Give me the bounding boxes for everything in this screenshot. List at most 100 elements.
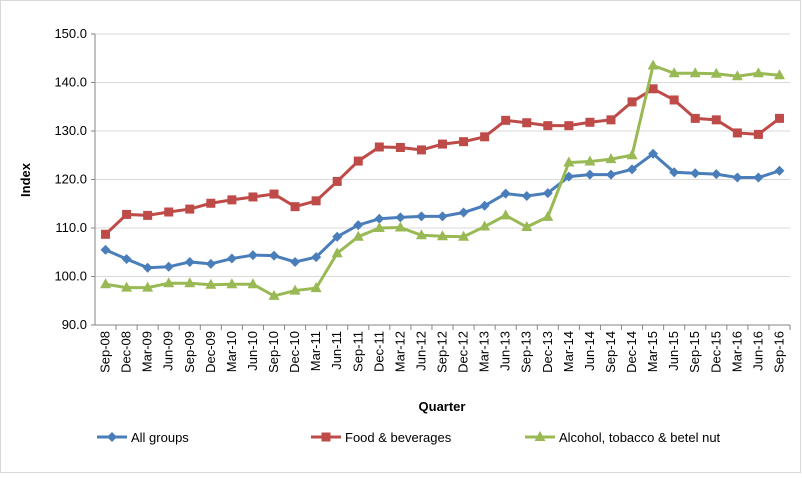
legend-label: Food & beverages [345, 430, 452, 445]
data-point [711, 169, 722, 180]
x-tick-label: Jun-12 [413, 331, 428, 371]
data-point [479, 220, 491, 231]
data-point [332, 231, 343, 242]
data-point [668, 67, 680, 78]
x-tick-label: Jun-10 [245, 331, 260, 371]
data-point [752, 67, 764, 78]
data-point [163, 261, 174, 272]
x-tick-label: Mar-09 [140, 331, 155, 372]
data-point [205, 258, 216, 269]
x-tick-label: Mar-13 [477, 331, 492, 372]
data-point [689, 67, 701, 78]
data-point [352, 230, 364, 241]
data-point [627, 164, 638, 175]
legend-marker [534, 431, 546, 441]
data-point [584, 169, 595, 180]
data-point [648, 148, 659, 159]
data-point [437, 230, 448, 241]
data-point [585, 117, 595, 127]
data-point [753, 172, 764, 183]
data-point [479, 200, 490, 211]
data-point [774, 113, 784, 123]
data-point [753, 129, 763, 139]
data-point [143, 210, 153, 220]
x-tick-label: Jun-11 [329, 331, 344, 370]
x-tick-label: Sep-13 [519, 331, 534, 373]
x-tick-label: Sep-14 [603, 331, 618, 373]
data-point [521, 221, 533, 232]
legend-marker [321, 432, 331, 442]
data-point [438, 139, 447, 149]
data-point [522, 118, 532, 128]
data-point [690, 113, 700, 123]
data-point [248, 192, 258, 202]
y-axis-title: Index [18, 162, 33, 197]
data-point [501, 115, 511, 125]
x-tick-label: Dec-14 [624, 331, 639, 373]
x-tick-label: Dec-10 [287, 331, 302, 373]
data-point [732, 172, 743, 183]
data-point [774, 165, 785, 176]
x-tick-label: Mar-12 [392, 331, 407, 372]
x-tick-label: Dec-08 [119, 331, 134, 373]
data-point [711, 115, 721, 125]
data-point [247, 278, 259, 289]
data-point [353, 156, 363, 166]
y-tick-label: 120.0 [54, 172, 87, 187]
x-tick-label: Mar-14 [561, 331, 576, 372]
data-point [100, 244, 111, 255]
x-tick-label: Jun-16 [750, 331, 765, 371]
data-point [773, 69, 785, 80]
data-point [142, 262, 153, 273]
data-point [669, 95, 679, 105]
y-tick-label: 150.0 [54, 26, 87, 41]
data-point [101, 229, 111, 239]
data-point [647, 59, 659, 70]
x-tick-label: Mar-16 [729, 331, 744, 372]
data-point [459, 137, 469, 147]
y-tick-label: 110.0 [55, 220, 87, 235]
x-tick-label: Mar-11 [308, 331, 323, 371]
x-tick-label: Sep-10 [266, 331, 281, 373]
x-tick-label: Dec-12 [456, 331, 471, 373]
x-tick-label: Jun-15 [666, 331, 681, 371]
data-point [543, 121, 553, 131]
x-tick-label: Sep-09 [182, 331, 197, 373]
data-point [542, 210, 554, 221]
x-tick-label: Jun-09 [161, 331, 176, 371]
data-point [458, 207, 469, 218]
data-point [564, 121, 574, 131]
data-point [122, 209, 132, 219]
x-tick-label: Sep-16 [771, 331, 786, 373]
data-point [521, 190, 532, 201]
data-point [163, 277, 175, 288]
data-point [121, 281, 133, 292]
data-point [480, 132, 490, 142]
data-point [500, 188, 511, 199]
x-tick-label: Dec-15 [708, 331, 723, 373]
legend-marker [107, 432, 117, 442]
data-point [290, 202, 300, 212]
data-point [394, 221, 406, 232]
data-point [310, 282, 322, 293]
data-point [331, 247, 343, 258]
data-point [605, 169, 616, 180]
data-point [206, 198, 216, 208]
data-point [184, 277, 196, 288]
x-tick-label: Jun-14 [582, 331, 597, 371]
data-point [416, 211, 427, 222]
x-tick-label: Sep-12 [435, 331, 450, 373]
y-tick-label: 130.0 [54, 123, 87, 138]
x-tick-label: Dec-13 [540, 331, 555, 373]
data-point [269, 250, 280, 261]
data-point [227, 195, 237, 205]
data-point [164, 207, 174, 217]
x-tick-label: Sep-08 [98, 331, 113, 373]
data-point [290, 256, 301, 267]
legend-label: Alcohol, tobacco & betel nut [559, 430, 721, 445]
legend-label: All groups [131, 430, 189, 445]
x-tick-label: Sep-11 [350, 331, 365, 372]
data-point [563, 171, 574, 182]
data-point [415, 229, 427, 240]
